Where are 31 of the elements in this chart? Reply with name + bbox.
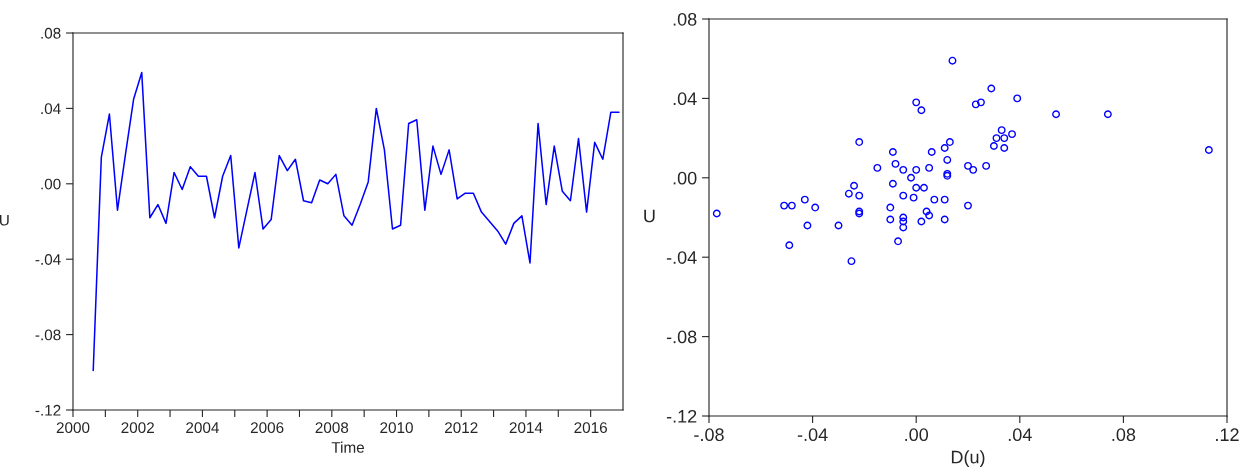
x-tick-label: 2006 (250, 422, 284, 434)
x-axis-title: D(u) (951, 450, 985, 468)
y-tick-label: -.04 (35, 254, 61, 265)
x-tick-label: .12 (1216, 428, 1239, 441)
x-tick-label: 2010 (380, 422, 413, 434)
y-axis-title: U (644, 209, 655, 223)
y-tick-label: .08 (41, 27, 61, 39)
y-tick-label: .04 (41, 103, 61, 115)
y-tick-label: -.08 (666, 330, 697, 344)
y-tick-label: -.12 (35, 404, 61, 416)
y-tick-label: -.12 (666, 409, 697, 423)
y-axis-title: U (0, 214, 9, 226)
y-tick-label: .04 (673, 92, 697, 106)
x-tick-label: 2002 (121, 422, 154, 434)
y-tick-label: .00 (673, 171, 697, 185)
x-tick-label: 2012 (445, 422, 478, 434)
x-tick-label: 2004 (186, 422, 219, 434)
x-tick-label: 2014 (509, 422, 543, 434)
x-tick-label: .00 (905, 428, 929, 442)
x-tick-label: 2000 (56, 422, 90, 434)
x-tick-label: 2008 (315, 422, 349, 434)
x-tick-label: 2016 (574, 422, 607, 434)
x-tick-label: .04 (1008, 428, 1032, 442)
x-tick-label: -.08 (694, 428, 724, 442)
y-tick-label: .00 (41, 178, 61, 190)
x-tick-label: -.04 (797, 428, 828, 442)
y-tick-label: -.08 (35, 329, 61, 341)
y-tick-label: -.04 (666, 251, 697, 264)
x-tick-label: .08 (1112, 428, 1136, 442)
y-tick-label: .08 (673, 12, 697, 26)
x-axis-title: Time (331, 441, 365, 453)
